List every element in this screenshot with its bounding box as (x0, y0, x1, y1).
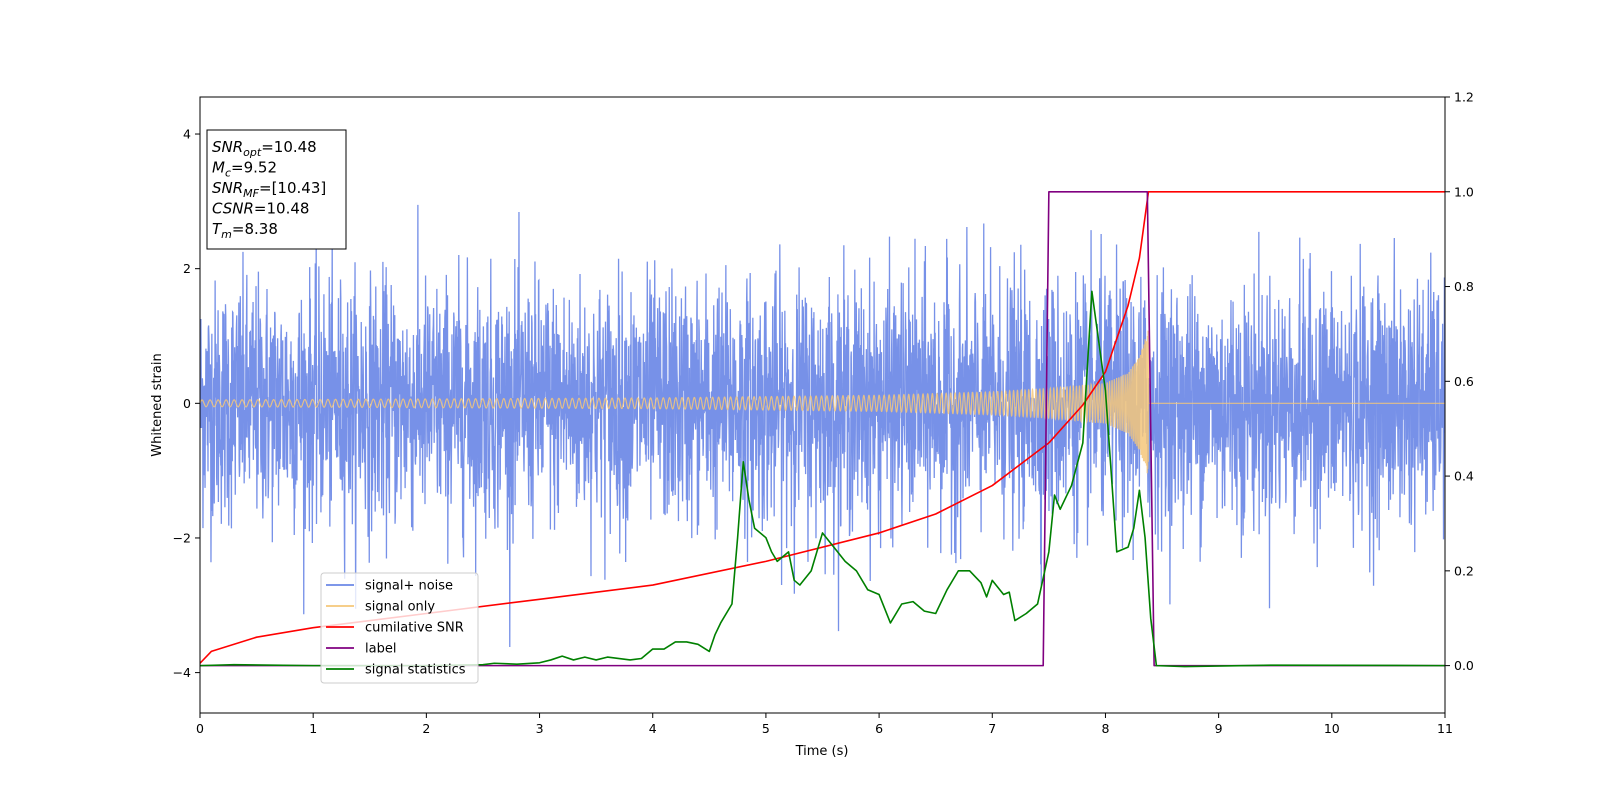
annotation-line: SNRMF=[10.43] (212, 179, 326, 200)
x-tick-label: 0 (196, 721, 204, 736)
series-signal-statistics-line (200, 290, 1445, 668)
x-tick-label: 6 (875, 721, 883, 736)
legend: signal+ noise signal only cumilative SNR la… (320, 572, 479, 684)
y2-tick-label: 0.2 (1454, 563, 1474, 578)
x-axis-label: Time (s) (795, 744, 849, 759)
x-tick-label: 8 (1101, 721, 1109, 736)
annotation-line: CSNR=10.48 (212, 200, 309, 218)
legend-label: cumilative SNR (365, 621, 464, 636)
x-tick-label: 11 (1437, 721, 1453, 736)
y-tick-label: −2 (173, 530, 191, 545)
x-tick-label: 9 (1215, 721, 1223, 736)
annotation-line: SNRopt=10.48 (212, 138, 317, 159)
legend-frame (320, 572, 479, 684)
series-signal-only-line (200, 330, 1445, 474)
y-axis-label: Whitened strain (150, 353, 165, 456)
series-cumulative-snr-line (200, 190, 1445, 664)
y-tick-label: 2 (183, 261, 191, 276)
x-tick-label: 7 (988, 721, 996, 736)
x-tick-label: 2 (422, 721, 430, 736)
annotation-box: SNRopt=10.48Mc=9.52SNRMF=[10.43]CSNR=10.… (206, 129, 347, 250)
annotation-line: Tm=8.38 (212, 220, 278, 241)
x-tick-label: 5 (762, 721, 770, 736)
y2-tick-label: 0.0 (1454, 658, 1474, 673)
x-tick-label: 4 (649, 721, 657, 736)
y-tick-label: 4 (183, 127, 191, 142)
y-tick-label: 0 (183, 396, 191, 411)
x-tick-label: 3 (536, 721, 544, 736)
legend-label: signal only (365, 600, 435, 615)
axes-frame (199, 96, 1446, 714)
legend-label: signal+ noise (365, 579, 453, 594)
legend-label: signal statistics (365, 663, 466, 678)
y2-tick-label: 1.2 (1454, 90, 1474, 105)
y2-tick-label: 0.4 (1454, 469, 1474, 484)
legend-label: label (365, 642, 396, 657)
y2-tick-label: 0.8 (1454, 279, 1474, 294)
annotation-frame (206, 129, 347, 250)
x-tick-label: 1 (309, 721, 317, 736)
y2-tick-label: 0.6 (1454, 374, 1474, 389)
x-tick-label: 10 (1324, 721, 1340, 736)
y2-tick-label: 1.0 (1454, 184, 1474, 199)
series-signal-noise-line (200, 204, 1445, 647)
y-tick-label: −4 (173, 665, 191, 680)
annotation-line: Mc=9.52 (212, 159, 277, 180)
